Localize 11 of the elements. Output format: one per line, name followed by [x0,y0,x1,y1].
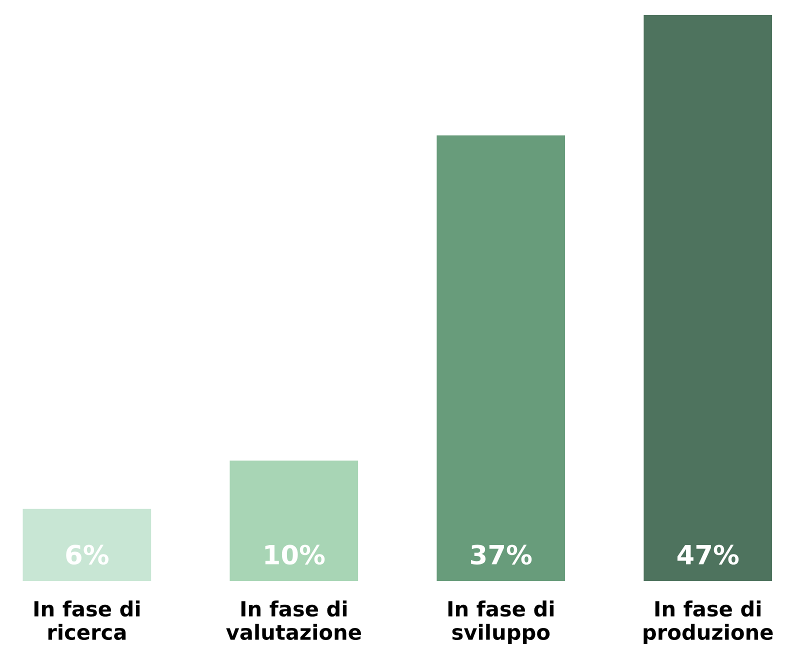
bar [230,460,358,582]
data-label: 37% [471,544,532,565]
data-label: 10% [265,544,325,565]
x-tick-label: In fase di produzione [644,600,773,644]
bar [22,508,152,582]
x-tick-label: In fase di sviluppo [448,600,554,644]
bar [644,14,772,582]
x-tick-label: In fase di ricerca [34,600,140,640]
x-tick-label: In fase di valutazione [226,600,361,640]
data-label: 47% [677,544,739,565]
bar [436,135,566,582]
